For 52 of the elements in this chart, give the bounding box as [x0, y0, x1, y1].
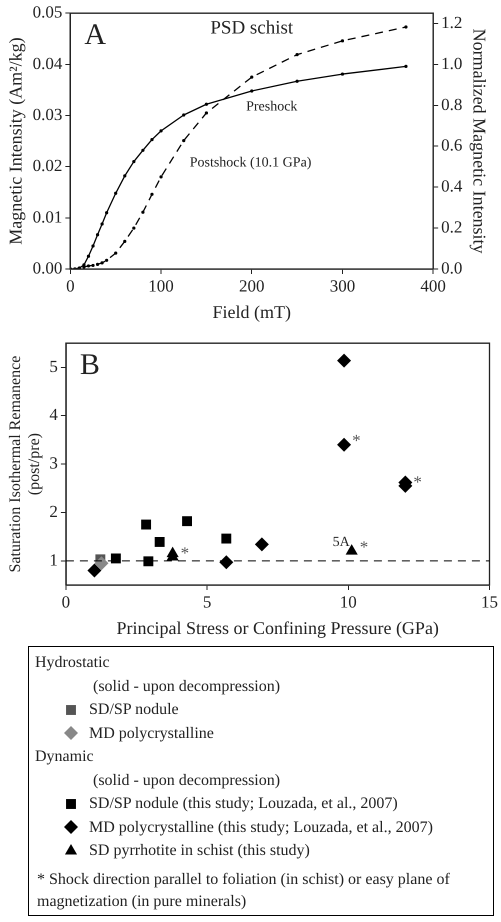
legend-label: SD pyrrhotite in schist (this study) [89, 841, 310, 861]
x-tick-label: 0 [62, 592, 70, 612]
annotation: A [84, 18, 106, 52]
legend-label: SD/SP nodule [89, 700, 179, 720]
y2-tick-label: 0.8 [441, 94, 462, 114]
x-tick-label: 100 [148, 276, 174, 296]
series-label: Preshock [246, 100, 298, 115]
y2-tick-label: 0.4 [441, 176, 463, 196]
x-axis-title: Principal Stress or Confining Pressure (GPa) [116, 618, 439, 638]
annotation: * [352, 431, 361, 450]
y2-tick-label: 0.2 [441, 218, 462, 237]
y-tick-label: 0.00 [32, 258, 62, 278]
y-tick-label: 4 [49, 405, 58, 424]
y-tick-label: 2 [49, 502, 58, 521]
text: (solid - upon decompression) [92, 676, 282, 696]
annotation: B [80, 348, 100, 382]
y2-tick-label: 1.2 [441, 12, 462, 32]
y-tick-label: 0.02 [32, 156, 62, 176]
annotation: * [180, 543, 190, 562]
y-axis-title: Magnetic Intensity (Am²/kg) [6, 37, 26, 245]
y-tick-label: 5 [49, 356, 58, 376]
y2-axis-title: Normalized Magnetic Intensity [469, 28, 490, 254]
x-axis-title: Field (mT) [212, 302, 291, 322]
annotation: 5A [332, 534, 351, 550]
text: Dynamic [35, 747, 95, 767]
y-tick-label: 0.05 [32, 2, 62, 22]
legend-label: MD polycrystalline (this study; Louzada, et al., 2007) [89, 818, 433, 838]
y-tick-label: 1 [49, 550, 58, 570]
text: * Shock direction parallel to foliation (in schist) or easy plane of magnetization (in pure minerals) [36, 870, 451, 912]
y-tick-label: 3 [49, 454, 58, 473]
y2-tick-label: 0.0 [441, 258, 462, 278]
y-tick-label: 0.03 [32, 104, 62, 124]
y2-tick-label: 0.6 [441, 136, 462, 155]
x-tick-label: 200 [239, 276, 264, 296]
x-tick-label: 5 [202, 592, 212, 612]
text: (solid - upon decompression) [92, 770, 282, 790]
y-tick-label: 0.04 [32, 54, 63, 73]
x-tick-label: 0 [66, 276, 75, 296]
annotation: * [413, 472, 422, 492]
x-tick-label: 300 [330, 276, 356, 296]
text: Hydrostatic [35, 653, 111, 673]
series-label: Postshock (10.1 GPa) [190, 155, 312, 170]
chart-title: PSD schist [210, 18, 294, 39]
x-tick-label: 15 [481, 592, 498, 612]
legend-label: SD/SP nodule (this study; Louzada, et al., 2007) [89, 794, 398, 814]
y-tick-label: 0.01 [32, 207, 62, 226]
x-tick-label: 10 [340, 592, 357, 612]
x-tick-label: 400 [420, 276, 446, 296]
annotation: * [360, 538, 368, 557]
y2-tick-label: 1.0 [441, 54, 462, 73]
y-axis-title: Saturation Isothermal Remanence (post/pre) [6, 356, 44, 573]
legend-label: MD polycrystalline [89, 724, 214, 744]
